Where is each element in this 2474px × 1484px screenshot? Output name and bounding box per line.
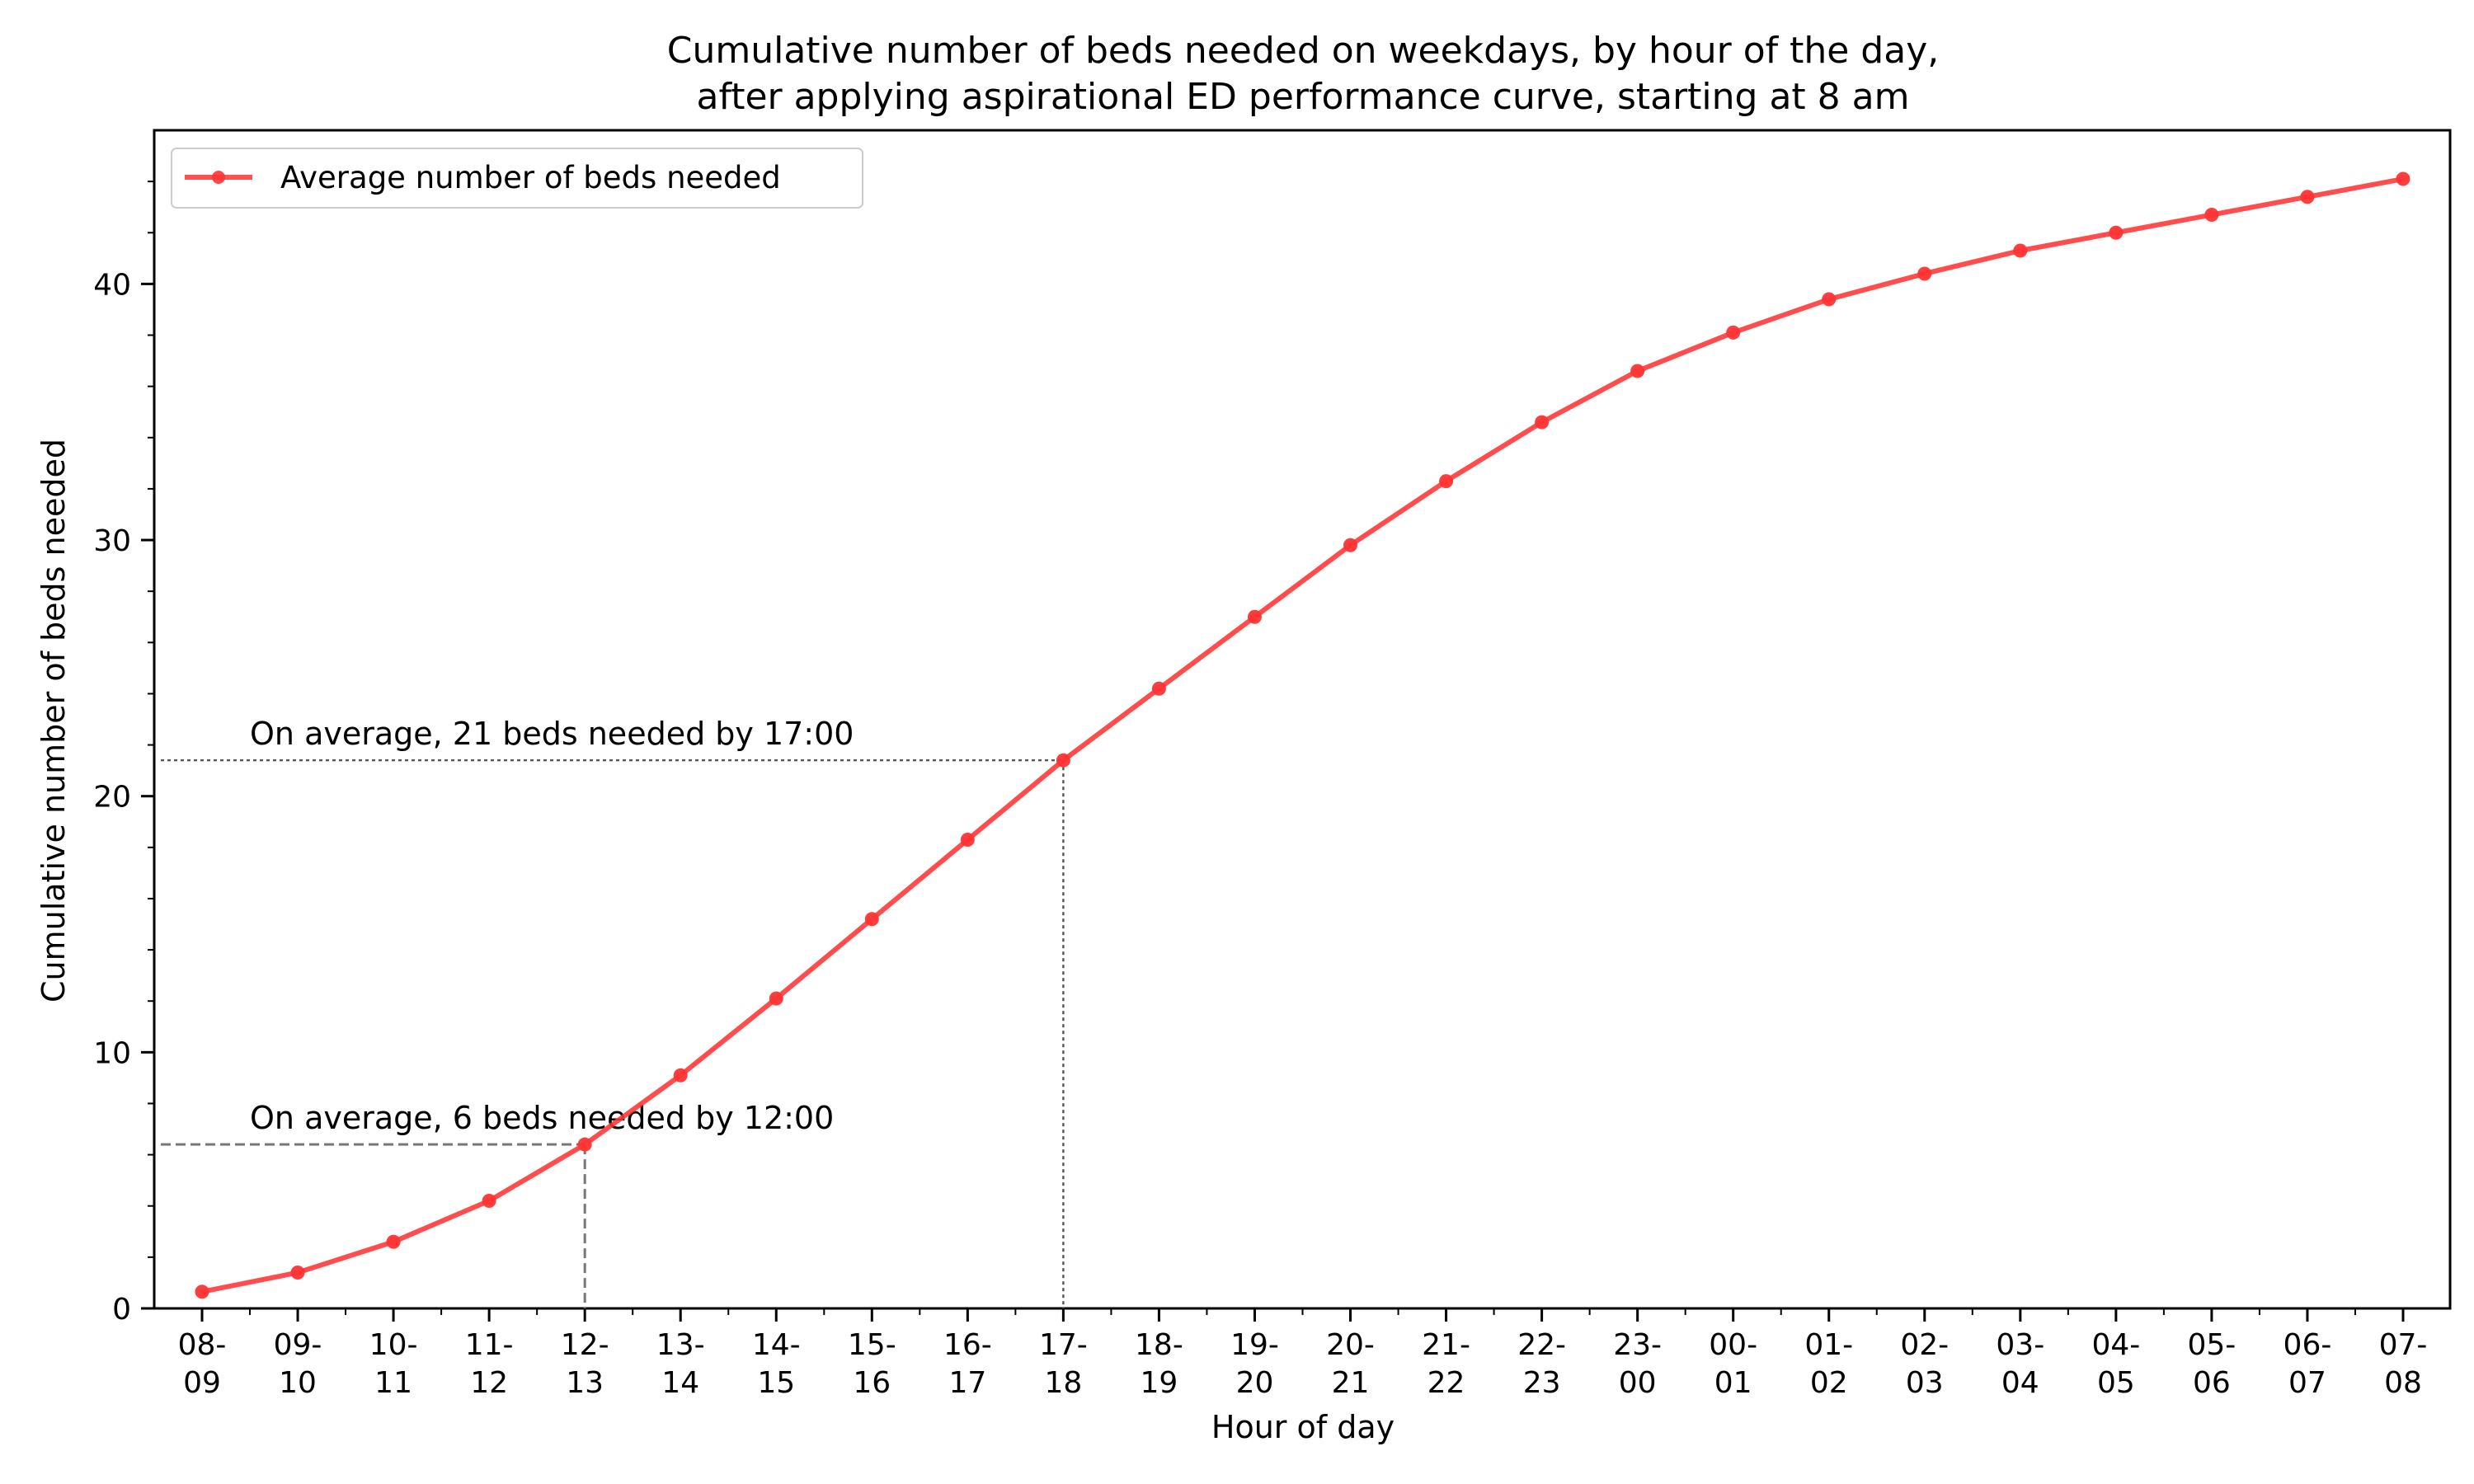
data-point	[1343, 538, 1358, 552]
x-tick-label-line-2: 18	[1044, 1366, 1082, 1400]
x-tick-label-line-2: 17	[948, 1366, 986, 1400]
data-point	[960, 833, 975, 848]
x-tick-label-line-2: 22	[1427, 1366, 1465, 1400]
data-point	[1917, 266, 1932, 281]
data-point	[482, 1194, 496, 1209]
x-tick-label-line-2: 09	[183, 1366, 221, 1400]
x-tick-label-line-1: 12-	[561, 1328, 609, 1362]
series-line-average-number-of-beds-needed	[200, 176, 2406, 1294]
plot-area: 01020304008-0909-1010-1111-1212-1313-141…	[93, 129, 2452, 1400]
legend-marker-sample	[212, 171, 225, 184]
x-tick-label-line-1: 05-	[2188, 1328, 2236, 1362]
data-point	[864, 912, 879, 927]
x-tick-label-line-1: 20-	[1326, 1328, 1375, 1362]
x-tick-label-line-2: 23	[1523, 1366, 1561, 1400]
data-point	[2109, 225, 2124, 240]
x-tick-label-line-2: 10	[279, 1366, 317, 1400]
x-tick-label-line-2: 04	[2001, 1366, 2039, 1400]
y-tick-label: 10	[93, 1036, 131, 1070]
x-tick-label-line-1: 00-	[1709, 1328, 1757, 1362]
y-tick-label: 30	[93, 524, 131, 558]
x-tick-label-line-1: 09-	[274, 1328, 322, 1362]
data-point	[1056, 753, 1070, 768]
x-tick-label-line-2: 05	[2097, 1366, 2135, 1400]
x-tick-label-line-2: 11	[374, 1366, 412, 1400]
chart-title-line-2: after applying aspirational ED performan…	[697, 76, 1910, 118]
y-axis-label: Cumulative number of beds needed	[35, 439, 72, 1003]
legend-box	[171, 148, 863, 209]
legend: Average number of beds needed	[171, 148, 863, 209]
x-tick-label-line-1: 08-	[178, 1328, 227, 1362]
data-point	[1151, 681, 1166, 696]
x-tick-label-line-1: 06-	[2284, 1328, 2332, 1362]
x-tick-label-line-1: 11-	[465, 1328, 514, 1362]
annotation-label: On average, 21 beds needed by 17:00	[250, 716, 854, 752]
x-tick-label-line-1: 04-	[2091, 1328, 2140, 1362]
x-tick-label-line-1: 13-	[656, 1328, 705, 1362]
data-point	[673, 1068, 688, 1082]
x-tick-label-line-1: 16-	[943, 1328, 992, 1362]
x-tick-label-line-2: 02	[1810, 1366, 1848, 1400]
x-tick-label-line-2: 15	[757, 1366, 795, 1400]
x-tick-label-line-2: 14	[661, 1366, 699, 1400]
data-point	[386, 1234, 401, 1249]
data-point	[769, 991, 783, 1006]
data-point	[1535, 415, 1550, 430]
data-point	[2013, 243, 2028, 258]
x-tick-label-line-2: 06	[2193, 1366, 2231, 1400]
legend-label: Average number of beds needed	[280, 160, 781, 195]
x-tick-label-line-2: 00	[1619, 1366, 1657, 1400]
data-point	[2300, 190, 2315, 204]
x-tick-label-line-1: 01-	[1804, 1328, 1853, 1362]
x-tick-label-line-1: 18-	[1135, 1328, 1183, 1362]
x-tick-label-line-1: 14-	[752, 1328, 801, 1362]
x-tick-label-line-1: 17-	[1039, 1328, 1088, 1362]
plot-frame	[153, 129, 2452, 1310]
data-point	[1726, 325, 1741, 340]
data-point	[1247, 609, 1262, 624]
x-tick-label-line-2: 08	[2384, 1366, 2422, 1400]
x-tick-label-line-1: 10-	[369, 1328, 418, 1362]
x-tick-label-line-1: 03-	[1996, 1328, 2044, 1362]
y-tick-label: 0	[112, 1293, 131, 1327]
data-point	[1822, 292, 1837, 307]
data-point	[2204, 208, 2219, 223]
x-tick-label-line-2: 03	[1906, 1366, 1944, 1400]
data-point	[290, 1266, 305, 1280]
x-tick-label-line-1: 19-	[1230, 1328, 1279, 1362]
data-point	[2396, 171, 2411, 186]
x-tick-label-line-1: 22-	[1517, 1328, 1566, 1362]
x-tick-label-line-1: 02-	[1900, 1328, 1949, 1362]
x-tick-label-line-2: 01	[1714, 1366, 1752, 1400]
x-tick-label-line-1: 15-	[848, 1328, 896, 1362]
chart-title-line-1: Cumulative number of beds needed on week…	[667, 30, 1939, 72]
x-tick-label-line-2: 20	[1236, 1366, 1274, 1400]
chart-title: Cumulative number of beds needed on week…	[667, 30, 1939, 118]
x-tick-label-line-1: 07-	[2379, 1328, 2428, 1362]
x-tick-label-line-2: 16	[853, 1366, 891, 1400]
data-point	[1439, 474, 1454, 489]
data-point	[1630, 364, 1645, 378]
x-tick-label-line-2: 12	[470, 1366, 508, 1400]
x-tick-label-line-1: 23-	[1613, 1328, 1662, 1362]
annotation-label: On average, 6 beds needed by 12:00	[250, 1100, 834, 1136]
x-tick-label-line-2: 19	[1141, 1366, 1178, 1400]
y-tick-label: 40	[93, 268, 131, 302]
x-axis-label: Hour of day	[1211, 1409, 1395, 1445]
x-tick-label-line-2: 21	[1332, 1366, 1370, 1400]
x-tick-label-line-2: 07	[2288, 1366, 2326, 1400]
y-tick-label: 20	[93, 781, 131, 815]
data-point	[195, 1284, 209, 1299]
x-tick-label-line-2: 13	[566, 1366, 604, 1400]
x-tick-label-line-1: 21-	[1422, 1328, 1470, 1362]
data-point	[577, 1137, 592, 1152]
